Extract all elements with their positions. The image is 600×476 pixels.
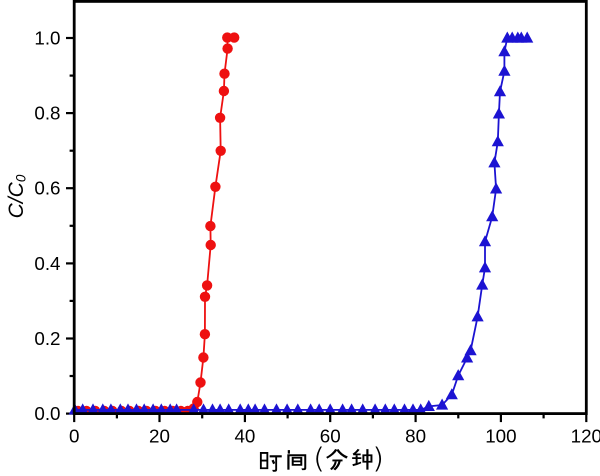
svg-text:0.6: 0.6 [34,178,60,199]
svg-text:0.4: 0.4 [34,253,60,274]
svg-text:0.8: 0.8 [34,103,60,124]
svg-text:40: 40 [234,426,255,447]
svg-text:0.2: 0.2 [34,328,60,349]
svg-text:0: 0 [69,426,79,447]
svg-text:1.0: 1.0 [34,28,60,49]
svg-text:20: 20 [149,426,170,447]
svg-text:0.0: 0.0 [34,403,60,424]
svg-text:C/C0: C/C0 [5,174,29,218]
svg-text:120: 120 [571,426,600,447]
svg-text:100: 100 [485,426,516,447]
svg-text:80: 80 [405,426,426,447]
svg-text:60: 60 [320,426,341,447]
